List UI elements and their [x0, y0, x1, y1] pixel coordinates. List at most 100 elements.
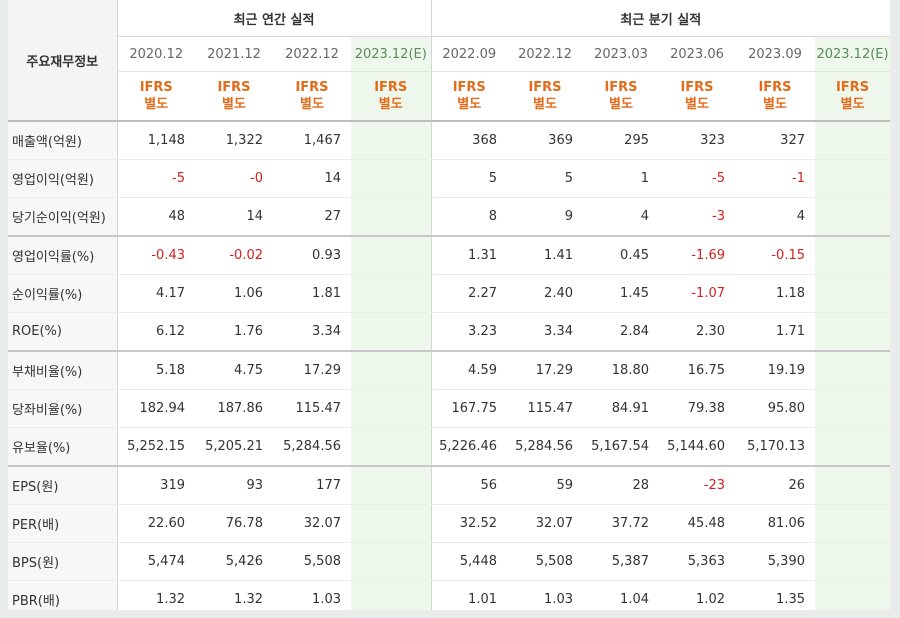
annual-value-cell: 0.93	[273, 235, 351, 275]
standard-line2: 별도	[533, 97, 557, 112]
accounting-standard-label: IFRS 별도	[659, 71, 735, 122]
quarter-value-cell: 1.02	[659, 580, 735, 610]
row-label: PBR(배)	[8, 580, 118, 610]
quarter-period-header: 2023.03	[583, 36, 659, 72]
quarter-value-cell: 32.07	[507, 504, 583, 543]
annual-value-cell	[351, 504, 432, 543]
standard-line2: 별도	[840, 97, 865, 112]
annual-value-cell	[351, 235, 432, 275]
annual-value-cell	[351, 427, 432, 467]
quarter-value-cell: 79.38	[659, 389, 735, 428]
quarter-value-cell: 1.18	[735, 274, 815, 313]
row-label: 당기순이익(억원)	[8, 197, 118, 237]
quarter-value-cell: 1.03	[507, 580, 583, 610]
quarter-value-cell: 1	[583, 159, 659, 198]
annual-value-cell: -5	[117, 159, 195, 198]
table-row: 순이익률(%) 4.17 1.06 1.81 2.27 2.40 1.45 -1.07 1.18	[8, 274, 890, 313]
annual-period-header: 2020.12	[117, 36, 195, 72]
quarter-value-cell: 5,448	[431, 542, 507, 581]
annual-value-cell: 5,426	[195, 542, 273, 581]
table-row: PER(배) 22.60 76.78 32.07 32.52 32.07 37.72 45.4…	[8, 504, 890, 543]
annual-value-cell: 5,474	[117, 542, 195, 581]
quarter-value-cell: 1.41	[507, 235, 583, 275]
accounting-standard-label: IFRS 별도	[273, 71, 351, 122]
table-row: 유보율(%) 5,252.15 5,205.21 5,284.56 5,226.46 5,…	[8, 427, 890, 467]
annual-value-cell: 115.47	[273, 389, 351, 428]
quarter-value-cell	[815, 542, 890, 581]
financial-table: 주요재무정보 최근 연간 실적 최근 분기 실적 2020.12 2021.12 2…	[8, 0, 890, 610]
annual-value-cell	[351, 159, 432, 198]
table-row: 당기순이익(억원) 48 14 27 8 9 4 -3 4	[8, 197, 890, 237]
annual-value-cell: 177	[273, 465, 351, 505]
table-row: EPS(원) 319 93 177 56 59 28 -23 26	[8, 465, 890, 505]
quarter-value-cell	[815, 427, 890, 467]
quarter-value-cell: 5,284.56	[507, 427, 583, 467]
accounting-standard-label: IFRS 별도	[431, 71, 507, 122]
annual-value-cell: 14	[273, 159, 351, 198]
quarter-value-cell: 115.47	[507, 389, 583, 428]
standard-line1: IFRS	[295, 80, 329, 95]
annual-value-cell: 5.18	[117, 350, 195, 390]
quarter-value-cell: 16.75	[659, 350, 735, 390]
annual-value-cell: 1.03	[273, 580, 351, 610]
quarter-value-cell: 59	[507, 465, 583, 505]
standard-line2: 별도	[685, 97, 709, 112]
quarter-value-cell: -0.15	[735, 235, 815, 275]
annual-value-cell: 5,284.56	[273, 427, 351, 467]
quarter-value-cell: 4.59	[431, 350, 507, 390]
annual-period-header: 2021.12	[195, 36, 273, 72]
annual-value-cell	[351, 197, 432, 237]
quarter-value-cell: 17.29	[507, 350, 583, 390]
quarter-value-cell: 5,387	[583, 542, 659, 581]
quarter-value-cell	[815, 350, 890, 390]
standard-line2: 별도	[222, 97, 246, 112]
quarter-value-cell: 2.84	[583, 312, 659, 352]
annual-value-cell: -0.43	[117, 235, 195, 275]
standard-line1: IFRS	[139, 80, 173, 95]
quarter-value-cell: 167.75	[431, 389, 507, 428]
annual-value-cell	[351, 350, 432, 390]
quarter-value-cell: 5,508	[507, 542, 583, 581]
row-label: 유보율(%)	[8, 427, 118, 467]
accounting-standard-label: IFRS 별도	[735, 71, 815, 122]
standard-line1: IFRS	[374, 80, 408, 95]
table-row: ROE(%) 6.12 1.76 3.34 3.23 3.34 2.84 2.30 1.71	[8, 312, 890, 352]
quarter-value-cell	[815, 197, 890, 237]
standard-line1: IFRS	[528, 80, 562, 95]
quarter-value-cell: 1.31	[431, 235, 507, 275]
quarter-value-cell	[815, 159, 890, 198]
quarter-value-cell: 56	[431, 465, 507, 505]
annual-value-cell: 1.81	[273, 274, 351, 313]
row-label: 매출액(억원)	[8, 121, 118, 160]
quarter-value-cell: 327	[735, 121, 815, 160]
row-header-title: 주요재무정보	[8, 0, 118, 122]
annual-value-cell: 4.75	[195, 350, 273, 390]
row-label: 당좌비율(%)	[8, 389, 118, 428]
quarter-value-cell	[815, 389, 890, 428]
annual-value-cell: -0	[195, 159, 273, 198]
quarter-period-header: 2023.09	[735, 36, 815, 72]
quarter-value-cell: 95.80	[735, 389, 815, 428]
annual-value-cell	[351, 580, 432, 610]
quarter-value-cell: 5	[507, 159, 583, 198]
standard-line1: IFRS	[604, 80, 638, 95]
quarter-group-header: 최근 분기 실적	[431, 0, 890, 37]
row-label: BPS(원)	[8, 542, 118, 581]
quarter-value-cell	[815, 465, 890, 505]
quarter-value-cell	[815, 504, 890, 543]
quarter-value-cell	[815, 121, 890, 160]
table-row: PBR(배) 1.32 1.32 1.03 1.01 1.03 1.04 1.02 1.35	[8, 580, 890, 610]
quarter-value-cell: 5,363	[659, 542, 735, 581]
annual-value-cell: 3.34	[273, 312, 351, 352]
quarter-value-cell: 37.72	[583, 504, 659, 543]
annual-value-cell: 48	[117, 197, 195, 237]
quarter-value-cell: 368	[431, 121, 507, 160]
annual-value-cell	[351, 465, 432, 505]
quarter-value-cell: 28	[583, 465, 659, 505]
standard-line2: 별도	[457, 97, 482, 112]
annual-value-cell: 1,148	[117, 121, 195, 160]
annual-value-cell	[351, 121, 432, 160]
quarter-value-cell: 4	[583, 197, 659, 237]
quarter-value-cell: -1.07	[659, 274, 735, 313]
quarter-value-cell: 5,167.54	[583, 427, 659, 467]
